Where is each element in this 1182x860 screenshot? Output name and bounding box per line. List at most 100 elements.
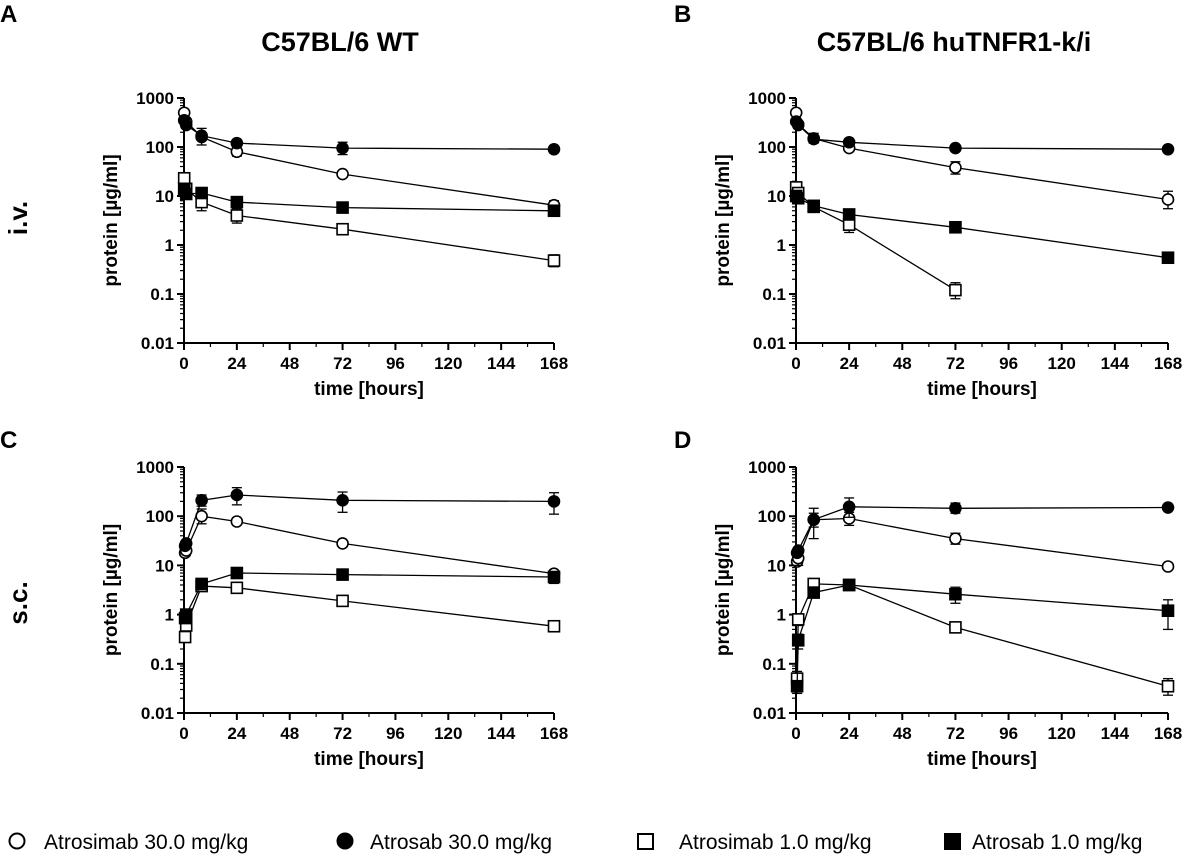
chart-panel-b: 0.01 0.1 1 10 100 1000 0 24 48 72 96 120 144 168 time … — [713, 89, 1182, 400]
series-line — [184, 572, 555, 619]
data-point — [949, 220, 962, 234]
column-title-wt: C57BL/6 WT — [261, 27, 419, 57]
x-tick-label: 72 — [946, 354, 965, 373]
data-point — [336, 201, 349, 214]
data-point — [195, 494, 208, 507]
data-point — [547, 142, 561, 156]
data-point — [179, 608, 193, 621]
series-atrosimab-30-0-mg-kg — [177, 106, 561, 212]
chart-panel-a: 0.01 0.1 1 10 100 1000 0 24 48 72 96 120 144 168 time … — [101, 89, 568, 400]
filled-square-marker-icon — [944, 833, 961, 850]
data-point — [177, 171, 191, 185]
x-tick-label: 48 — [280, 354, 299, 373]
y-tick-label: 0.1 — [762, 655, 786, 674]
data-point — [949, 501, 962, 515]
y-tick-label: 0.1 — [150, 285, 174, 304]
legend-label: Atrosimab 30.0 mg/kg — [44, 831, 248, 854]
x-tick-label: 96 — [999, 724, 1018, 743]
x-tick-label: 96 — [386, 724, 405, 743]
x-tick-label: 0 — [791, 724, 800, 743]
data-point — [179, 537, 193, 550]
data-point — [230, 488, 244, 502]
data-point — [547, 570, 561, 584]
data-point — [842, 135, 856, 149]
series-line — [183, 112, 555, 206]
x-tick-label: 96 — [386, 354, 405, 373]
data-point — [179, 118, 193, 132]
y-tick-label: 0.01 — [141, 704, 174, 723]
x-tick-label: 72 — [946, 724, 965, 743]
data-point — [1161, 679, 1175, 693]
data-point — [1161, 501, 1175, 514]
data-point — [791, 118, 805, 132]
row-label-sc: s.c. — [3, 581, 33, 624]
x-tick-label: 48 — [893, 354, 912, 373]
data-point — [336, 167, 349, 181]
x-tick-label: 72 — [333, 354, 352, 373]
data-point — [949, 532, 962, 545]
x-tick-label: 144 — [487, 354, 516, 373]
data-point — [1161, 560, 1175, 573]
legend-item-atrosimab-1: Atrosimab 1.0 mg/kg — [637, 831, 872, 854]
y-tick-label: 10 — [155, 556, 174, 575]
data-point — [230, 195, 244, 209]
y-tick-label: 10 — [767, 187, 786, 206]
data-point — [230, 515, 244, 528]
x-tick-label: 0 — [179, 724, 188, 743]
data-point — [791, 191, 805, 205]
x-tick-label: 120 — [1048, 354, 1076, 373]
x-tick-label: 96 — [999, 354, 1018, 373]
x-tick-label: 0 — [791, 354, 800, 373]
x-tick-label: 0 — [179, 354, 188, 373]
y-tick-label: 1 — [777, 606, 786, 625]
y-tick-label: 1000 — [748, 458, 786, 477]
legend-label: Atrosimab 1.0 mg/kg — [679, 831, 872, 854]
y-tick-label: 100 — [146, 138, 174, 157]
data-point — [547, 619, 561, 633]
data-point — [230, 566, 244, 580]
series-line — [795, 187, 956, 291]
data-point — [195, 186, 208, 200]
x-tick-label: 24 — [840, 354, 859, 373]
series-atrosab-1-0-mg-kg — [178, 566, 561, 625]
y-tick-label: 100 — [758, 507, 786, 526]
x-tick-label: 144 — [1101, 724, 1130, 743]
y-tick-label: 0.01 — [753, 704, 786, 723]
x-tick-label: 48 — [893, 724, 912, 743]
data-point — [195, 129, 208, 143]
data-point — [1161, 142, 1175, 156]
y-tick-label: 1 — [165, 236, 174, 255]
x-tick-label: 144 — [1101, 354, 1130, 373]
data-point — [807, 586, 821, 599]
series-atrosab-1-0-mg-kg — [790, 578, 1175, 695]
filled-circle-marker-icon — [336, 832, 354, 850]
data-point — [842, 218, 856, 231]
y-tick-label: 0.01 — [753, 334, 786, 353]
y-tick-label: 1000 — [748, 89, 786, 108]
legend-item-atrosimab-30: Atrosimab 30.0 mg/kg — [8, 831, 248, 854]
data-point — [949, 141, 962, 155]
data-point — [949, 283, 962, 297]
y-axis-title: protein [µg/ml] — [101, 524, 122, 656]
x-tick-label: 168 — [540, 354, 568, 373]
y-tick-label: 100 — [758, 138, 786, 157]
series-atrosimab-1-0-mg-kg — [178, 579, 561, 644]
panel-letter-a: A — [0, 1, 17, 28]
open-square-marker-icon — [637, 833, 654, 850]
data-point — [790, 679, 804, 693]
x-axis-title: time [hours] — [927, 749, 1037, 770]
chart-panel-d: 0.01 0.1 1 10 100 1000 0 24 48 72 96 120 144 168 time … — [713, 458, 1182, 770]
x-tick-label: 48 — [280, 724, 299, 743]
legend-label: Atrosab 1.0 mg/kg — [972, 831, 1142, 854]
y-tick-label: 0.1 — [150, 655, 174, 674]
x-axis-title: time [hours] — [314, 749, 424, 770]
chart-panel-c: 0.01 0.1 1 10 100 1000 0 24 48 72 96 120 144 168 time … — [101, 458, 568, 770]
y-axis-title: protein [µg/ml] — [713, 524, 734, 656]
data-point — [949, 587, 962, 601]
legend-label: Atrosab 30.0 mg/kg — [370, 831, 552, 854]
open-circle-marker-icon — [8, 832, 26, 850]
data-point — [179, 187, 193, 201]
y-tick-label: 1 — [165, 606, 174, 625]
column-title-huTNFR1: C57BL/6 huTNFR1-k/i — [817, 27, 1092, 57]
